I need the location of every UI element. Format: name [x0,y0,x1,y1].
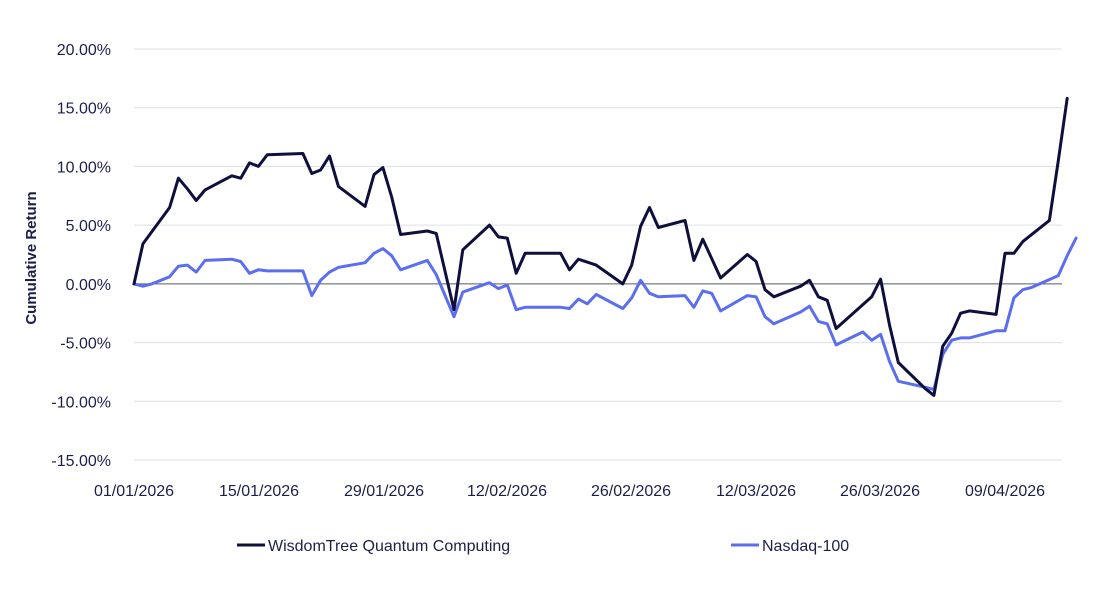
y-axis-title: Cumulative Return [23,191,40,324]
y-tick-label: 5.00% [66,218,111,235]
y-tick-label: 0.00% [66,277,111,294]
x-tick-label: 26/02/2026 [591,483,671,500]
x-tick-label: 29/01/2026 [344,483,424,500]
y-tick-label: 15.00% [57,101,111,118]
series-line-nasdaq-100 [132,236,1078,391]
legend-label-wisdomtree: WisdomTree Quantum Computing [268,538,510,555]
y-axis-tick-labels: 20.00% 15.00% 10.00% 5.00% 0.00% -5.00% -10.00… [51,42,111,470]
gridlines [134,48,1062,461]
x-tick-label: 12/02/2026 [467,483,547,500]
y-tick-label: -10.00% [51,394,111,411]
y-tick-label: 10.00% [57,159,111,176]
y-tick-label: -15.00% [51,453,111,470]
x-tick-label: 15/01/2026 [219,483,299,500]
series-line-wisdomtree-quantum-computing [132,96,1069,397]
x-tick-label: 01/01/2026 [94,483,174,500]
x-tick-label: 12/03/2026 [716,483,796,500]
x-tick-label: 09/04/2026 [965,483,1045,500]
legend: WisdomTree Quantum Computing Nasdaq-100 [237,538,849,555]
y-tick-label: 20.00% [57,42,111,59]
x-tick-label: 26/03/2026 [840,483,920,500]
series-lines [132,96,1078,397]
legend-label-nasdaq: Nasdaq-100 [762,538,849,555]
y-tick-label: -5.00% [60,336,111,353]
x-axis-tick-labels: 01/01/2026 15/01/2026 29/01/2026 12/02/2026… [94,483,1045,500]
